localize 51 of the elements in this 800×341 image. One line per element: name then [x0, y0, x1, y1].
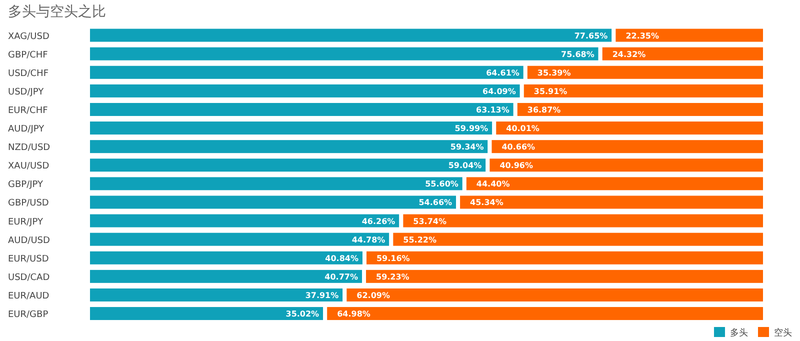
y-tick-label: USD/CAD — [8, 272, 50, 283]
y-tick-label: EUR/JPY — [8, 217, 44, 228]
data-label: 44.78% — [352, 235, 386, 244]
legend: 多头 空头 — [714, 327, 792, 338]
data-label: 35.02% — [286, 310, 320, 319]
data-label: 53.74% — [413, 216, 447, 226]
legend-label: 空头 — [774, 328, 792, 338]
data-label: 40.77% — [324, 272, 358, 282]
data-label: 59.23% — [376, 272, 410, 282]
data-label: 55.60% — [425, 180, 458, 189]
y-tick-label: USD/JPY — [8, 87, 44, 98]
data-label: 40.84% — [325, 254, 358, 263]
y-tick-label: EUR/GBP — [8, 310, 49, 320]
data-label: 54.66% — [418, 198, 452, 208]
data-label: 59.34% — [450, 142, 484, 152]
data-label: 62.09% — [356, 290, 390, 300]
data-label: 59.04% — [448, 161, 482, 170]
y-tick-label: XAG/USD — [8, 32, 50, 42]
data-label: 64.09% — [482, 86, 516, 96]
y-tick-label: XAU/USD — [8, 162, 50, 172]
data-label: 63.13% — [476, 105, 510, 114]
data-label: 35.39% — [537, 68, 571, 78]
data-label: 59.16% — [376, 254, 410, 263]
data-label: 64.61% — [486, 68, 520, 78]
data-label: 40.01% — [506, 124, 540, 134]
y-tick-label: NZD/USD — [8, 143, 50, 154]
data-label: 36.87% — [527, 105, 561, 114]
y-tick-label: USD/CHF — [8, 68, 48, 79]
y-tick-label: EUR/USD — [8, 254, 49, 264]
data-label: 46.26% — [362, 216, 396, 226]
data-label: 55.22% — [403, 235, 436, 244]
y-tick-label: EUR/CHF — [8, 106, 48, 116]
data-label: 77.65% — [574, 31, 608, 40]
y-tick-label: AUD/JPY — [8, 124, 45, 135]
data-label: 24.32% — [612, 50, 646, 59]
data-label: 40.66% — [502, 142, 536, 152]
data-label: 35.91% — [534, 86, 568, 96]
chart-title: 多头与空头之比 — [8, 4, 106, 20]
y-tick-label: EUR/AUD — [8, 291, 50, 302]
data-label: 64.98% — [337, 310, 370, 319]
data-label: 75.68% — [561, 50, 594, 59]
data-label: 44.40% — [476, 180, 510, 189]
data-label: 37.91% — [305, 290, 339, 300]
y-tick-label: GBP/JPY — [8, 180, 44, 190]
y-tick-label: AUD/USD — [8, 236, 50, 246]
data-label: 22.35% — [626, 31, 660, 40]
y-tick-label: GBP/USD — [8, 198, 49, 209]
data-label: 40.96% — [500, 161, 534, 170]
y-tick-label: GBP/CHF — [8, 50, 48, 60]
data-label: 59.99% — [454, 124, 488, 134]
data-label: 45.34% — [470, 198, 504, 208]
